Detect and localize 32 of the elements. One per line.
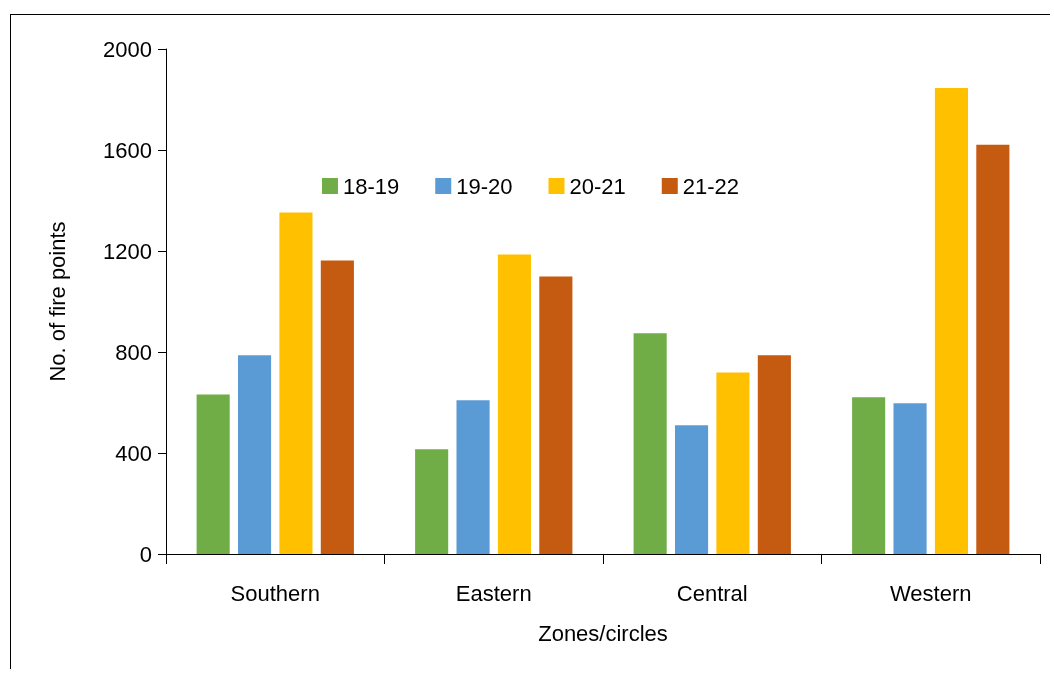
bar xyxy=(633,333,667,554)
y-tick-label: 2000 xyxy=(103,36,152,62)
legend-label: 19-20 xyxy=(456,173,513,199)
x-tick-label: Eastern xyxy=(455,580,532,606)
y-axis-title: No. of fire points xyxy=(44,221,70,382)
x-tick-label: Central xyxy=(676,580,748,606)
legend-label: 18-19 xyxy=(342,173,400,199)
legend-label: 21-22 xyxy=(682,173,740,199)
y-tick-label: 0 xyxy=(139,541,152,567)
bar xyxy=(852,397,886,554)
bar xyxy=(674,425,709,554)
y-tick-label: 1600 xyxy=(103,137,152,163)
bar xyxy=(196,394,230,554)
legend-label: 20-21 xyxy=(569,173,626,199)
bar xyxy=(279,212,313,554)
bar xyxy=(757,355,791,554)
y-tick-label: 800 xyxy=(115,339,152,365)
y-tick-label: 1200 xyxy=(103,238,152,264)
bar xyxy=(237,355,272,554)
bar xyxy=(320,260,354,554)
x-axis-title: Zones/circles xyxy=(538,620,668,646)
y-tick-label: 400 xyxy=(115,440,152,466)
bar xyxy=(976,144,1010,554)
bar xyxy=(893,403,927,554)
bar xyxy=(497,254,532,554)
bar xyxy=(934,87,969,554)
bar xyxy=(539,276,573,554)
x-tick-label: Western xyxy=(889,580,972,606)
bar xyxy=(716,372,750,554)
bar xyxy=(415,449,449,554)
x-tick-label: Southern xyxy=(230,580,320,606)
bar xyxy=(456,400,490,554)
